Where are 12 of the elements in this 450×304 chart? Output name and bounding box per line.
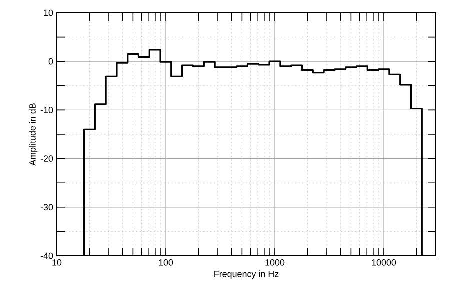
x-tick-label: 10 <box>52 260 62 266</box>
y-tick-label: -40 <box>40 252 54 260</box>
y-tick-label: 0 <box>48 58 54 65</box>
x-tick-label: 100 <box>159 260 174 266</box>
y-tick-label: 10 <box>44 10 54 16</box>
x-tick-label: 1000 <box>266 260 285 266</box>
y-tick-label: -10 <box>40 107 54 114</box>
x-tick-label: 10000 <box>372 260 396 266</box>
y-tick-label: -30 <box>40 204 54 211</box>
x-axis-title: Frequency in Hz <box>214 270 279 280</box>
y-axis-title: Amplitude in dB <box>29 104 38 166</box>
y-tick-label: -20 <box>40 156 54 162</box>
